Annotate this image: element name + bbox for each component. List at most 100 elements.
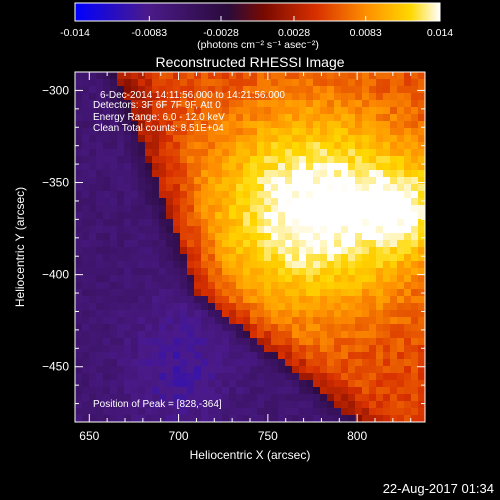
- heatmap-cell: [285, 310, 293, 318]
- heatmap-cell: [166, 282, 174, 290]
- heatmap-cell: [390, 268, 398, 276]
- heatmap-cell: [320, 170, 328, 178]
- heatmap-cell: [313, 205, 321, 213]
- heatmap-cell: [362, 359, 370, 367]
- heatmap-cell: [376, 401, 384, 409]
- heatmap-cell: [313, 233, 321, 241]
- heatmap-cell: [334, 359, 342, 367]
- heatmap-cell: [397, 317, 405, 325]
- heatmap-cell: [376, 226, 384, 234]
- heatmap-cell: [341, 310, 349, 318]
- heatmap-cell: [110, 261, 118, 269]
- heatmap-cell: [75, 79, 83, 87]
- heatmap-cell: [229, 366, 237, 374]
- heatmap-cell: [145, 86, 153, 94]
- heatmap-cell: [194, 107, 202, 115]
- heatmap-cell: [418, 310, 425, 318]
- heatmap-cell: [138, 373, 146, 381]
- heatmap-cell: [131, 114, 139, 122]
- heatmap-cell: [180, 156, 188, 164]
- heatmap-cell: [334, 86, 342, 94]
- heatmap-cell: [145, 324, 153, 332]
- heatmap-cell: [299, 226, 307, 234]
- heatmap-cell: [96, 240, 104, 248]
- heatmap-cell: [348, 408, 356, 416]
- heatmap-cell: [194, 282, 202, 290]
- heatmap-cell: [404, 289, 412, 297]
- heatmap-cell: [180, 114, 188, 122]
- heatmap-cell: [383, 352, 391, 360]
- heatmap-cell: [166, 79, 174, 87]
- heatmap-cell: [236, 359, 244, 367]
- heatmap-cell: [320, 296, 328, 304]
- heatmap-cell: [166, 247, 174, 255]
- heatmap-cell: [180, 366, 188, 374]
- heatmap-cell: [425, 93, 433, 101]
- heatmap-cell: [159, 317, 167, 325]
- heatmap-cell: [152, 268, 160, 276]
- heatmap-cell: [145, 170, 153, 178]
- heatmap-cell: [236, 352, 244, 360]
- heatmap-cell: [292, 142, 300, 150]
- heatmap-cell: [369, 233, 377, 241]
- heatmap-cell: [131, 170, 139, 178]
- heatmap-cell: [243, 114, 251, 122]
- heatmap-cell: [327, 296, 335, 304]
- heatmap-cell: [285, 142, 293, 150]
- heatmap-cell: [292, 212, 300, 220]
- heatmap-cell: [376, 338, 384, 346]
- heatmap-cell: [278, 219, 286, 227]
- heatmap-cell: [418, 219, 425, 227]
- heatmap-cell: [173, 128, 181, 136]
- heatmap-cell: [306, 100, 314, 108]
- heatmap-cell: [376, 324, 384, 332]
- heatmap-cell: [404, 212, 412, 220]
- heatmap-cell: [285, 170, 293, 178]
- heatmap-cell: [348, 226, 356, 234]
- heatmap-cell: [159, 408, 167, 416]
- heatmap-cell: [124, 268, 132, 276]
- heatmap-cell: [103, 310, 111, 318]
- heatmap-cell: [397, 156, 405, 164]
- heatmap-cell: [215, 366, 223, 374]
- heatmap-cell: [131, 352, 139, 360]
- heatmap-cell: [362, 282, 370, 290]
- heatmap-cell: [306, 282, 314, 290]
- heatmap-cell: [299, 142, 307, 150]
- heatmap-cell: [194, 86, 202, 94]
- heatmap-cell: [96, 373, 104, 381]
- heatmap-cell: [96, 107, 104, 115]
- heatmap-cell: [299, 114, 307, 122]
- heatmap-cell: [103, 142, 111, 150]
- heatmap-cell: [306, 380, 314, 388]
- heatmap-cell: [194, 100, 202, 108]
- heatmap-cell: [264, 107, 272, 115]
- heatmap-cell: [264, 268, 272, 276]
- heatmap-cell: [376, 107, 384, 115]
- heatmap-cell: [369, 338, 377, 346]
- heatmap-cell: [327, 226, 335, 234]
- heatmap-cell: [404, 261, 412, 269]
- heatmap-cell: [257, 373, 265, 381]
- heatmap-cell: [369, 198, 377, 206]
- heatmap-cell: [299, 149, 307, 157]
- heatmap-cell: [285, 233, 293, 241]
- heatmap-cell: [425, 142, 433, 150]
- heatmap-cell: [348, 303, 356, 311]
- heatmap-cell: [75, 338, 83, 346]
- heatmap-cell: [124, 86, 132, 94]
- heatmap-cell: [411, 93, 419, 101]
- heatmap-cell: [341, 177, 349, 185]
- heatmap-cell: [271, 149, 279, 157]
- heatmap-cell: [306, 366, 314, 374]
- heatmap-cell: [236, 170, 244, 178]
- heatmap-cell: [208, 345, 216, 353]
- heatmap-cell: [404, 394, 412, 402]
- heatmap-cell: [355, 149, 363, 157]
- heatmap-cell: [222, 100, 230, 108]
- heatmap-cell: [194, 380, 202, 388]
- heatmap-cell: [369, 282, 377, 290]
- heatmap-cell: [89, 142, 97, 150]
- heatmap-cell: [390, 219, 398, 227]
- heatmap-cell: [362, 191, 370, 199]
